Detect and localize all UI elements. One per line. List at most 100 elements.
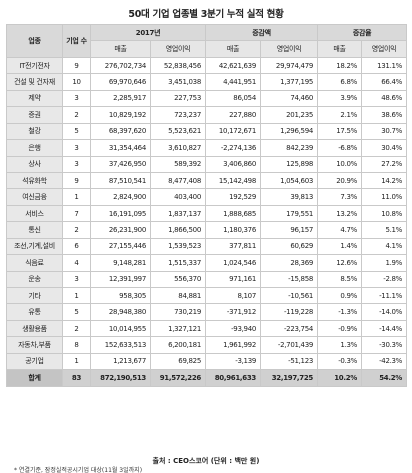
row-rate-sales: 0.9% [317,286,363,305]
row-change-sales: 8,107 [205,286,261,305]
table-row: 철강 5 68,397,620 5,523,621 10,172,671 1,296,59… [6,122,408,141]
row-change-op: 125,898 [259,155,319,173]
row-rate-op: -42.3% [361,352,408,371]
row-rate-sales: -6.8% [317,139,363,157]
row-op-profit: 723,237 [150,106,206,124]
row-change-op: 179,551 [259,204,319,223]
row-count: 9 [62,171,91,190]
row-change-op: 74,460 [259,89,319,108]
table-body: IT전기전자 9 276,702,734 52,838,456 42,621,639 29… [6,56,408,371]
header-count: 기업 수 [62,24,91,58]
row-industry: 자동차,부품 [6,336,63,354]
row-rate-op: -2.8% [361,270,408,289]
row-change-sales: 4,441,951 [205,73,261,91]
table-row: 상사 3 37,426,950 589,392 3,406,860 125,898 10.0… [6,155,408,173]
row-sales: 16,191,095 [90,204,151,223]
row-change-op: -119,228 [259,303,319,321]
row-count: 3 [62,139,91,157]
row-rate-sales: 1.4% [317,237,363,256]
row-count: 2 [62,106,91,124]
row-industry: 생활용품 [6,319,63,338]
row-change-op: -10,561 [259,286,319,305]
row-change-op: -15,858 [259,270,319,289]
row-change-sales: -371,912 [205,303,261,321]
row-sales: 87,510,541 [90,171,151,190]
total-sales: 872,190,513 [90,369,151,387]
table-header: 업종 기업 수 2017년 증감액 증감율 매출 영업이익 매출 영업이익 매출… [6,23,408,58]
row-sales: 152,633,513 [90,336,151,354]
row-rate-sales: 13.2% [317,204,363,223]
row-change-sales: 1,961,992 [205,336,261,354]
row-rate-sales: 2.1% [317,106,363,124]
row-change-sales: 15,142,498 [205,171,261,190]
total-rate-op: 54.2% [361,369,408,387]
row-industry: 통신 [6,221,63,239]
row-rate-sales: 10.0% [317,155,363,173]
row-change-op: 201,235 [259,106,319,124]
row-op-profit: 3,451,038 [150,73,206,91]
row-op-profit: 69,825 [150,352,206,371]
row-industry: IT전기전자 [6,56,63,75]
row-op-profit: 556,370 [150,270,206,289]
row-op-profit: 1,539,523 [150,237,206,256]
row-rate-op: 48.6% [361,89,408,108]
row-rate-sales: -0.3% [317,352,363,371]
row-change-sales: 227,880 [205,106,261,124]
table-row: 통신 2 26,231,900 1,866,500 1,180,376 96,157 4.7… [6,221,408,239]
row-rate-op: 27.2% [361,155,408,173]
row-count: 3 [62,270,91,289]
table-row: 여신금융 1 2,824,900 403,400 192,529 39,813 7.3% 11… [6,188,408,206]
row-rate-sales: 12.6% [317,254,363,272]
row-count: 8 [62,336,91,354]
row-rate-op: 66.4% [361,73,408,91]
row-sales: 276,702,734 [90,56,151,75]
row-count: 3 [62,155,91,173]
row-change-op: 1,054,603 [259,171,319,190]
row-rate-op: -30.3% [361,336,408,354]
row-op-profit: 5,523,621 [150,122,206,141]
row-rate-sales: 17.5% [317,122,363,141]
header-op-profit: 영업이익 [150,40,206,58]
row-op-profit: 730,219 [150,303,206,321]
row-industry: 식음료 [6,254,63,272]
row-industry: 건설 및 건자재 [6,73,63,91]
row-op-profit: 8,477,408 [150,171,206,190]
row-count: 5 [62,122,91,141]
row-sales: 31,354,464 [90,139,151,157]
header-sales: 매출 [205,40,261,58]
row-change-sales: 377,811 [205,237,261,256]
row-change-sales: 3,406,860 [205,155,261,173]
row-sales: 9,148,281 [90,254,151,272]
header-op-profit: 영업이익 [361,40,408,58]
header-change: 증감액 [204,23,319,42]
row-count: 5 [62,303,91,321]
table-title: 50대 기업 업종별 3분기 누적 실적 현황 [128,9,284,20]
row-op-profit: 1,837,137 [150,204,206,223]
row-change-sales: 86,054 [205,89,261,108]
table-row: 기타 1 958,305 84,881 8,107 -10,561 0.9% -11.1% [6,286,408,305]
row-sales: 1,213,677 [90,352,151,371]
row-op-profit: 52,838,456 [150,56,206,75]
row-op-profit: 403,400 [150,188,206,206]
row-rate-op: 38.6% [361,106,408,124]
row-op-profit: 227,753 [150,89,206,108]
table-row: 은행 3 31,354,464 3,610,827 -2,274,136 842,239-… [6,139,408,157]
row-op-profit: 84,881 [150,286,206,305]
row-sales: 28,948,380 [90,303,151,321]
row-sales: 37,426,950 [90,155,151,173]
table-row: IT전기전자 9 276,702,734 52,838,456 42,621,639 29… [6,56,408,75]
total-change-op: 32,197,725 [259,369,319,387]
footnote: * 연결기준, 잠정실적공시기업 대상(11월 3일까지) [14,467,143,473]
row-rate-op: -14.4% [361,319,408,338]
row-change-op: 96,157 [259,221,319,239]
row-industry: 상사 [6,155,63,173]
table-row: 조선,기계,설비 6 27,155,446 1,539,523 377,811 60,62… [6,237,408,256]
row-count: 6 [62,237,91,256]
table-row: 제약 3 2,285,917 227,753 86,054 74,460 3.9% 48.6% [6,89,408,108]
total-op-profit: 91,572,226 [150,369,206,387]
table-row: 운송 3 12,391,997 556,370 971,161 -15,858 8.5% -2… [6,270,408,289]
table-row: 서비스 7 16,191,095 1,837,137 1,888,685 179,551 1… [6,204,408,223]
row-change-op: 1,377,195 [259,73,319,91]
total-rate-sales: 10.2% [317,369,363,387]
row-sales: 2,285,917 [90,89,151,108]
